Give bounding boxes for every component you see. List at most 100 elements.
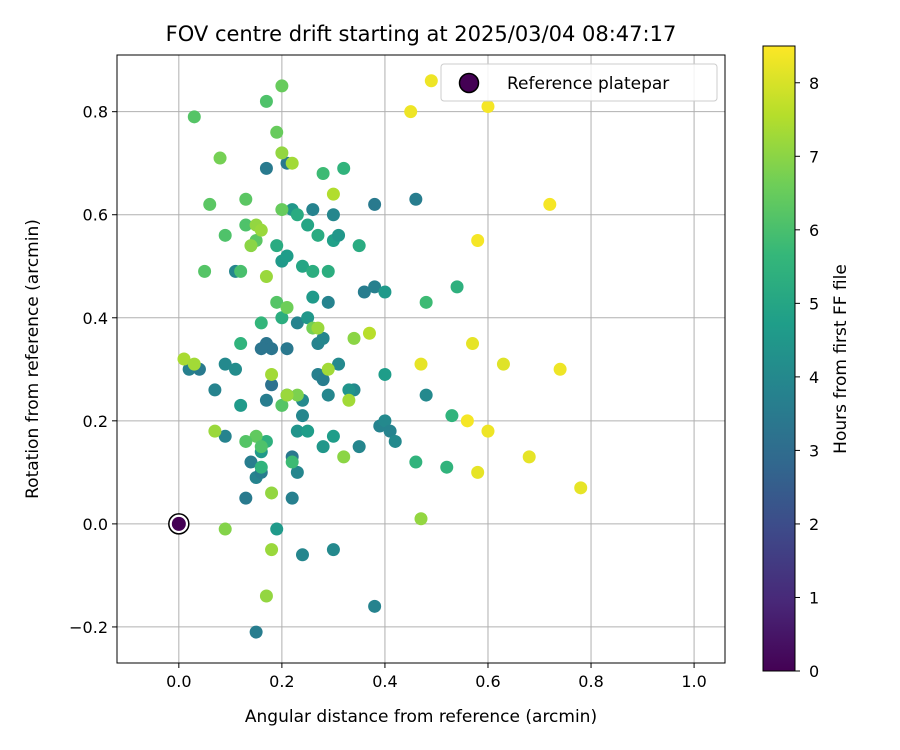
data-point xyxy=(290,465,304,479)
data-point xyxy=(259,161,273,175)
data-point xyxy=(316,440,330,454)
reference-marker xyxy=(168,513,190,535)
data-point xyxy=(378,414,392,428)
colorbar-label: Hours from first FF file xyxy=(831,264,851,454)
data-point xyxy=(543,197,557,211)
data-point xyxy=(321,295,335,309)
data-point xyxy=(347,331,361,345)
data-point xyxy=(280,300,294,314)
data-point xyxy=(218,429,232,443)
data-point xyxy=(368,599,382,613)
data-point xyxy=(229,362,243,376)
data-point xyxy=(471,465,485,479)
data-point xyxy=(218,228,232,242)
data-point xyxy=(259,589,273,603)
data-point xyxy=(574,481,588,495)
data-point xyxy=(239,218,253,232)
y-axis-label: Rotation from reference (arcmin) xyxy=(23,219,43,499)
data-point xyxy=(440,460,454,474)
y-tick-label: −0.2 xyxy=(69,618,108,637)
data-point xyxy=(496,357,510,371)
data-point xyxy=(249,429,263,443)
colorbar: 0 1 2 3 4 5 6 7 8 Hours from first FF file xyxy=(762,45,851,681)
data-point xyxy=(234,264,248,278)
data-point xyxy=(419,388,433,402)
data-point xyxy=(249,625,263,639)
data-point xyxy=(337,450,351,464)
colorbar-tick-label: 3 xyxy=(809,441,819,460)
data-point xyxy=(332,357,346,371)
data-point xyxy=(316,331,330,345)
data-point xyxy=(187,110,201,124)
data-point xyxy=(265,543,279,557)
colorbar-tick-label: 2 xyxy=(809,515,819,534)
data-point xyxy=(460,414,474,428)
legend: Reference platepar xyxy=(440,63,718,102)
data-point xyxy=(265,367,279,381)
chart-title: FOV centre drift starting at 2025/03/04 … xyxy=(166,22,677,46)
data-point xyxy=(481,100,495,114)
data-point xyxy=(414,512,428,526)
data-point xyxy=(481,424,495,438)
data-point xyxy=(285,491,299,505)
data-point xyxy=(290,424,304,438)
data-point xyxy=(522,450,536,464)
x-tick-label: 1.0 xyxy=(681,672,706,691)
data-point xyxy=(265,378,279,392)
colorbar-tick-label: 6 xyxy=(809,221,819,240)
data-point xyxy=(265,486,279,500)
scatter-points xyxy=(177,74,588,639)
data-point xyxy=(213,151,227,165)
data-point xyxy=(383,424,397,438)
data-point xyxy=(295,259,309,273)
data-point xyxy=(342,383,356,397)
data-point xyxy=(239,434,253,448)
data-point xyxy=(177,352,191,366)
data-point xyxy=(270,239,284,253)
data-point xyxy=(378,285,392,299)
grid-lines xyxy=(117,55,725,663)
data-point xyxy=(234,398,248,412)
data-point xyxy=(203,197,217,211)
data-point xyxy=(471,233,485,247)
data-point xyxy=(290,208,304,222)
data-point xyxy=(301,424,315,438)
data-point xyxy=(352,440,366,454)
data-point xyxy=(409,455,423,469)
colorbar-tick-label: 0 xyxy=(809,662,819,681)
data-point xyxy=(275,79,289,93)
data-point xyxy=(321,264,335,278)
data-point xyxy=(254,440,268,454)
data-point xyxy=(187,357,201,371)
data-point xyxy=(301,311,315,325)
plot-frame xyxy=(116,54,726,664)
data-point xyxy=(239,192,253,206)
data-point xyxy=(290,388,304,402)
data-point xyxy=(306,264,320,278)
x-axis-ticks: 0.0 0.2 0.4 0.6 0.8 1.0 xyxy=(166,663,707,691)
data-point xyxy=(290,316,304,330)
data-point xyxy=(306,290,320,304)
legend-box xyxy=(440,63,718,102)
data-point xyxy=(254,316,268,330)
data-point xyxy=(332,228,346,242)
colorbar-tick-label: 4 xyxy=(809,368,819,387)
data-point xyxy=(244,239,258,253)
data-point xyxy=(270,125,284,139)
x-tick-label: 0.6 xyxy=(475,672,500,691)
data-point xyxy=(414,357,428,371)
colorbar-frame xyxy=(762,45,796,672)
data-point xyxy=(254,460,268,474)
data-point xyxy=(285,455,299,469)
data-point xyxy=(553,362,567,376)
data-point xyxy=(270,522,284,536)
data-point xyxy=(450,280,464,294)
data-point xyxy=(208,383,222,397)
data-point xyxy=(316,373,330,387)
data-point xyxy=(321,362,335,376)
x-tick-label: 0.8 xyxy=(578,672,603,691)
data-point xyxy=(208,424,222,438)
data-point xyxy=(270,295,284,309)
data-point xyxy=(275,398,289,412)
